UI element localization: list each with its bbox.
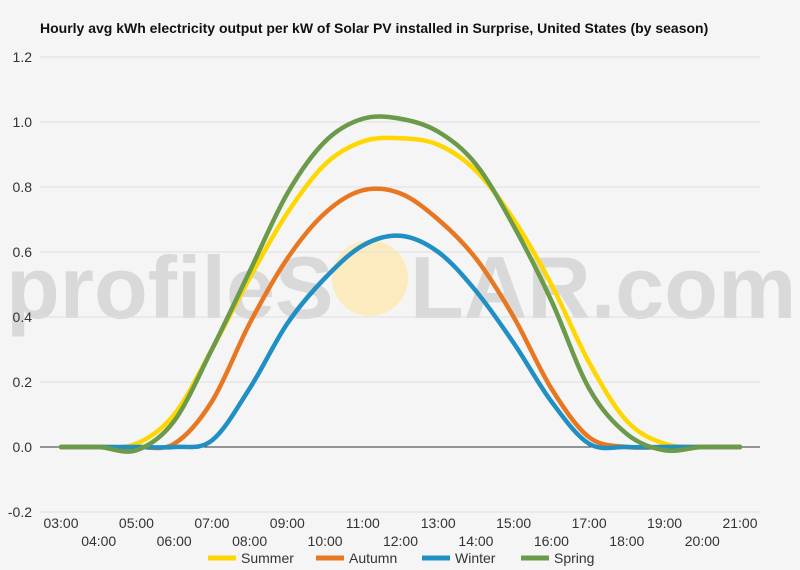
y-tick-label: 0.2: [13, 374, 33, 390]
x-tick-label: 11:00: [346, 515, 380, 531]
y-tick-label: -0.2: [8, 504, 32, 520]
y-tick-label: 1.0: [13, 114, 33, 130]
x-tick-label: 04:00: [81, 533, 116, 549]
series-line-winter: [58, 233, 743, 451]
x-tick-label: 20:00: [685, 533, 720, 549]
y-tick-label: 0.8: [13, 179, 33, 195]
y-tick-label: 0.4: [13, 309, 33, 325]
y-axis: -0.2 0.0 0.2 0.4 0.6 0.8 1.0 1.2: [8, 49, 32, 520]
watermark-text-right: LAR.com: [410, 238, 796, 337]
x-tick-label: 07:00: [194, 515, 229, 531]
series-lines: [58, 114, 743, 454]
chart-title: Hourly avg kWh electricity output per kW…: [40, 20, 708, 36]
legend-label-summer: Summer: [241, 550, 294, 566]
legend-label-autumn: Autumn: [349, 550, 397, 566]
x-tick-label: 09:00: [270, 515, 305, 531]
x-tick-label: 18:00: [609, 533, 644, 549]
x-tick-label: 08:00: [232, 533, 267, 549]
watermark-text-left: profileS: [6, 238, 334, 337]
x-tick-label: 13:00: [421, 515, 456, 531]
legend: Summer Autumn Winter Spring: [208, 550, 594, 566]
y-tick-label: 0.6: [13, 244, 33, 260]
y-tick-label: 0.0: [13, 439, 33, 455]
x-tick-label: 14:00: [458, 533, 493, 549]
x-tick-label: 05:00: [119, 515, 154, 531]
watermark: profileS LAR.com: [6, 238, 796, 337]
x-tick-label: 19:00: [647, 515, 682, 531]
series-line-spring: [58, 114, 743, 454]
y-tick-label: 1.2: [13, 49, 33, 65]
x-tick-label: 06:00: [157, 533, 192, 549]
x-tick-label: 16:00: [534, 533, 569, 549]
x-axis: 03:0004:0005:0006:0007:0008:0009:0010:00…: [43, 515, 757, 549]
x-tick-label: 15:00: [496, 515, 531, 531]
x-tick-label: 10:00: [308, 533, 343, 549]
legend-label-spring: Spring: [554, 550, 594, 566]
x-tick-label: 03:00: [43, 515, 78, 531]
x-tick-label: 17:00: [572, 515, 607, 531]
x-tick-label: 12:00: [383, 533, 418, 549]
legend-label-winter: Winter: [455, 550, 496, 566]
series-line-summer: [58, 135, 743, 450]
sun-logo-icon: [332, 240, 408, 316]
x-tick-label: 21:00: [722, 515, 757, 531]
